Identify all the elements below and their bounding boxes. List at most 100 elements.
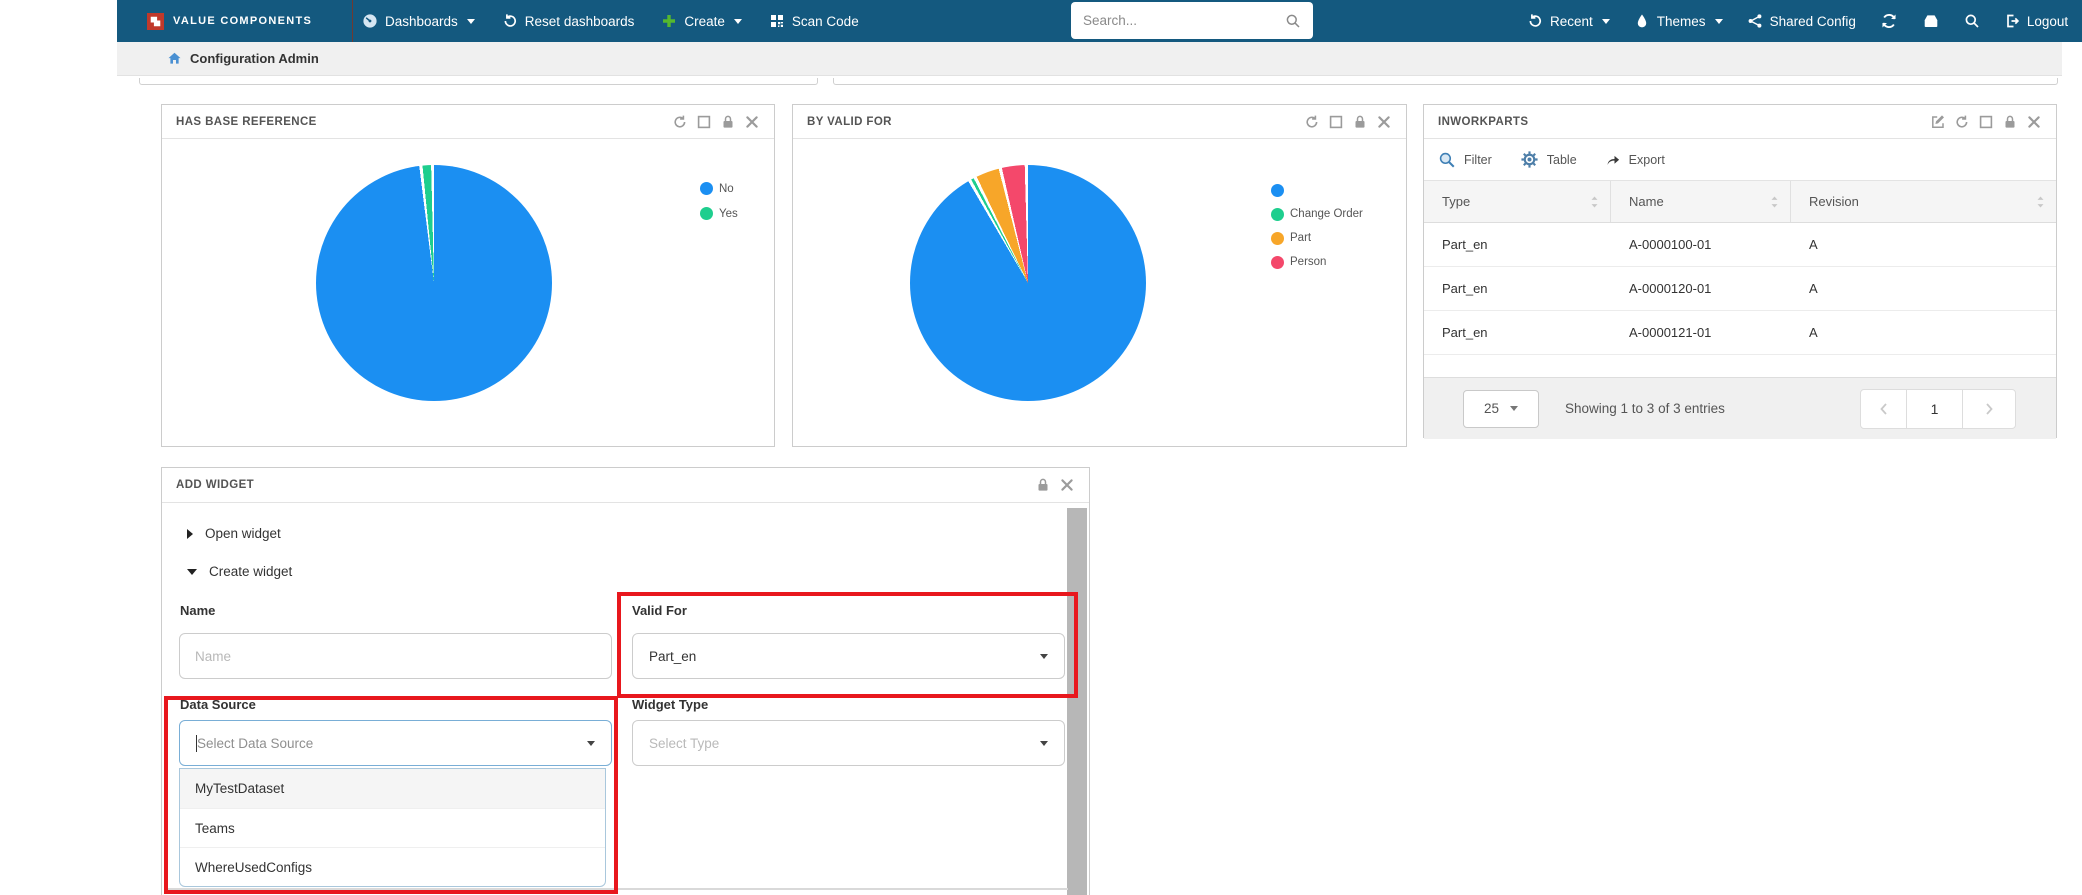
widget-header[interactable]: ADD WIDGET: [162, 468, 1089, 503]
edit-icon[interactable]: [1930, 114, 1946, 130]
maximize-icon[interactable]: [1328, 114, 1344, 130]
legend-swatch-yes: [700, 207, 713, 220]
refresh-icon[interactable]: [672, 114, 688, 130]
menu-dashboards-label: Dashboards: [385, 13, 458, 29]
name-field: [179, 633, 612, 679]
refresh-icon[interactable]: [1954, 114, 1970, 130]
legend-item[interactable]: Part: [1271, 226, 1363, 250]
widget-type-select[interactable]: Select Type: [632, 720, 1065, 766]
sync-button[interactable]: [1880, 12, 1898, 30]
valid-for-select[interactable]: Part_en: [632, 633, 1065, 679]
page-size-dropdown[interactable]: 25: [1463, 389, 1539, 428]
column-label: Revision: [1809, 194, 1859, 209]
widget-title: ADD WIDGET: [176, 479, 255, 491]
chevron-down-icon: [1040, 653, 1048, 659]
widget-title: BY VALID FOR: [807, 115, 892, 128]
table-header-row: Type Name Revision: [1424, 181, 2056, 223]
menu-create[interactable]: Create: [661, 13, 742, 29]
current-page-button[interactable]: 1: [1907, 388, 1962, 429]
menu-logout[interactable]: Logout: [2004, 13, 2068, 29]
valid-for-field-label: Valid For: [632, 603, 687, 618]
widget-header[interactable]: BY VALID FOR: [793, 105, 1406, 139]
widget-header-icons: [1035, 477, 1075, 493]
table-row[interactable]: Part_en A-0000100-01 A: [1424, 223, 2056, 267]
legend-item[interactable]: Yes: [700, 201, 738, 226]
maximize-icon[interactable]: [696, 114, 712, 130]
column-header-name[interactable]: Name: [1611, 181, 1791, 222]
caret-right-icon: [187, 528, 193, 539]
maximize-icon[interactable]: [1978, 114, 1994, 130]
search-input[interactable]: [1083, 13, 1285, 28]
menu-dashboards[interactable]: Dashboards: [362, 13, 475, 29]
close-icon[interactable]: [744, 114, 760, 130]
table-footer: 25 Showing 1 to 3 of 3 entries 1: [1424, 377, 2056, 439]
menu-scan-code[interactable]: Scan Code: [769, 13, 859, 29]
legend-item[interactable]: No: [700, 176, 738, 201]
next-page-button[interactable]: [1962, 388, 2016, 429]
menu-recent[interactable]: Recent: [1527, 13, 1610, 29]
content-bottom-divider: [166, 888, 1068, 890]
widget-add-widget: ADD WIDGET Open widget Create widget Nam…: [161, 467, 1090, 895]
widget-header[interactable]: INWORKPARTS: [1424, 105, 2056, 139]
widget-header-icons: [672, 114, 760, 130]
lock-icon[interactable]: [2002, 114, 2018, 130]
legend-item[interactable]: [1271, 178, 1363, 202]
table-row[interactable]: Part_en A-0000120-01 A: [1424, 267, 2056, 311]
data-source-select[interactable]: Select Data Source: [179, 720, 612, 766]
sort-icon[interactable]: [2035, 195, 2046, 209]
filter-button[interactable]: Filter: [1438, 151, 1492, 169]
widget-header[interactable]: HAS BASE REFERENCE: [162, 105, 774, 139]
export-button[interactable]: Export: [1605, 152, 1665, 168]
breadcrumb-label[interactable]: Configuration Admin: [190, 51, 319, 66]
create-widget-section-toggle[interactable]: Create widget: [187, 564, 292, 579]
data-source-placeholder: Select Data Source: [197, 735, 314, 751]
menu-themes[interactable]: Themes: [1634, 13, 1723, 29]
home-icon[interactable]: [167, 51, 182, 66]
lock-icon[interactable]: [1035, 477, 1051, 493]
close-icon[interactable]: [1059, 477, 1075, 493]
legend-item[interactable]: Person: [1271, 250, 1363, 274]
tray-button[interactable]: [1922, 12, 1940, 30]
legend-label: Part: [1290, 232, 1312, 244]
cell-name: A-0000121-01: [1629, 325, 1712, 340]
open-widget-label: Open widget: [205, 526, 281, 541]
column-header-revision[interactable]: Revision: [1791, 181, 2056, 222]
vertical-scrollbar[interactable]: [1067, 508, 1087, 895]
breadcrumb: Configuration Admin: [117, 42, 2062, 76]
pie-chart-has-base-reference[interactable]: [316, 165, 552, 401]
option-whereusedconfigs[interactable]: WhereUsedConfigs: [180, 847, 605, 886]
widget-has-base-reference: HAS BASE REFERENCE No: [161, 104, 775, 447]
open-widget-section-toggle[interactable]: Open widget: [187, 526, 281, 541]
navbar-menu: Dashboards Reset dashboards Create Scan …: [362, 13, 859, 29]
refresh-icon[interactable]: [1304, 114, 1320, 130]
option-teams[interactable]: Teams: [180, 808, 605, 847]
option-mytestdataset[interactable]: MyTestDataset: [180, 769, 605, 808]
prev-page-button[interactable]: [1860, 388, 1907, 429]
valid-for-value: Part_en: [649, 648, 697, 664]
column-header-type[interactable]: Type: [1424, 181, 1611, 222]
name-input[interactable]: [195, 648, 596, 664]
name-field-label: Name: [180, 603, 216, 618]
nav-search-button[interactable]: [1964, 13, 1980, 29]
lock-icon[interactable]: [1352, 114, 1368, 130]
menu-shared-config[interactable]: Shared Config: [1747, 13, 1856, 29]
legend-item[interactable]: Change Order: [1271, 202, 1363, 226]
table-settings-button[interactable]: Table: [1520, 150, 1577, 169]
close-icon[interactable]: [2026, 114, 2042, 130]
lock-icon[interactable]: [720, 114, 736, 130]
cell-revision: A: [1809, 281, 1818, 296]
chevron-down-icon: [1601, 18, 1610, 24]
caret-down-icon: [187, 568, 197, 575]
cutoff-widget-bottom-right: [833, 78, 2058, 85]
sort-icon[interactable]: [1769, 195, 1780, 209]
cell-type: Part_en: [1442, 325, 1488, 340]
pie-chart-by-valid-for[interactable]: [910, 165, 1146, 401]
search-icon[interactable]: [1285, 13, 1301, 29]
table-row[interactable]: Part_en A-0000121-01 A: [1424, 311, 2056, 355]
close-icon[interactable]: [1376, 114, 1392, 130]
brand-logo[interactable]: VALUE COMPONENTS: [147, 12, 352, 30]
widget-type-placeholder: Select Type: [649, 735, 720, 751]
menu-reset-dashboards[interactable]: Reset dashboards: [502, 13, 634, 29]
sort-icon[interactable]: [1589, 195, 1600, 209]
